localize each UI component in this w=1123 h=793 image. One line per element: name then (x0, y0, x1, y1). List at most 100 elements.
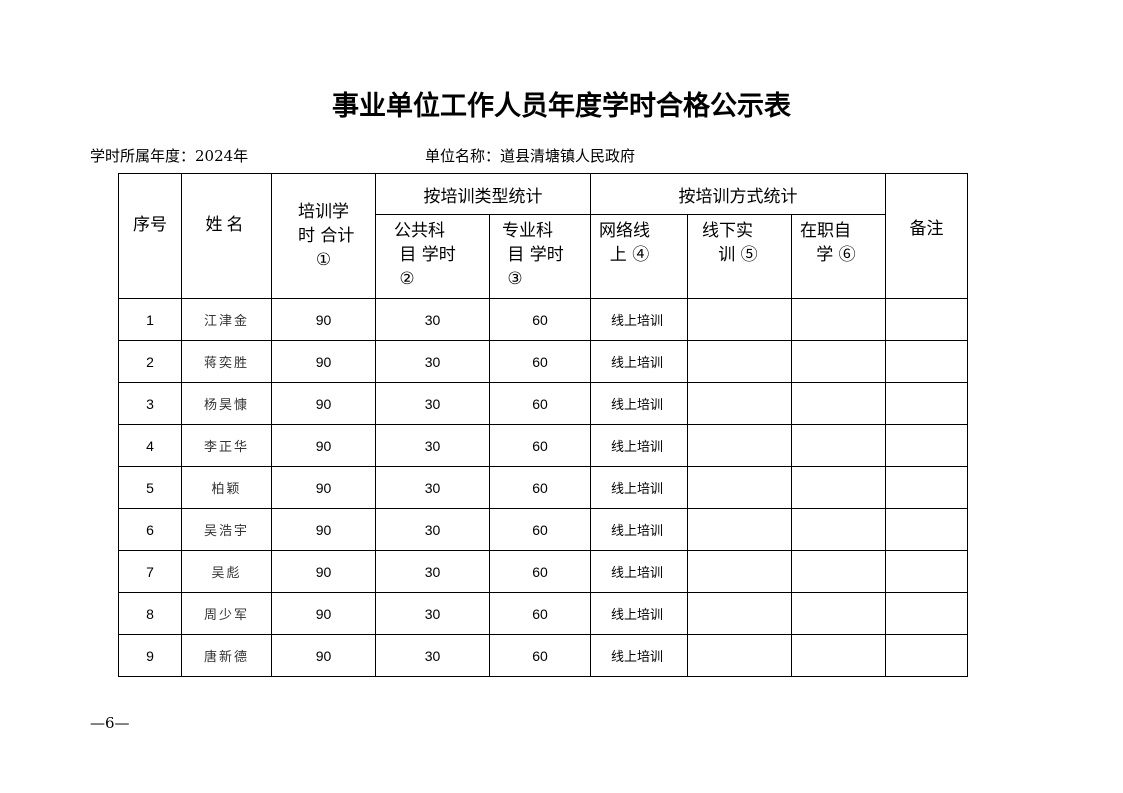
cell-seq: 7 (118, 550, 182, 593)
cell-self-study (791, 382, 886, 425)
cell-offline (687, 508, 792, 551)
cell-professional: 60 (489, 382, 591, 425)
cell-name: 蒋奕胜 (181, 340, 272, 383)
header-self-study: 在职自 学 ⑥ (791, 214, 886, 299)
cell-self-study (791, 508, 886, 551)
cell-public: 30 (375, 382, 490, 425)
cell-professional: 60 (489, 466, 591, 509)
table-row: 5 柏颖 90 30 60 线上培训 (118, 466, 968, 509)
cell-offline (687, 340, 792, 383)
cell-total: 90 (271, 634, 376, 677)
cell-total: 90 (271, 508, 376, 551)
cell-public: 30 (375, 298, 490, 341)
cell-professional: 60 (489, 634, 591, 677)
cell-remarks (885, 466, 968, 509)
table-row: 1 江津金 90 30 60 线上培训 (118, 298, 968, 341)
cell-seq: 9 (118, 634, 182, 677)
cell-self-study (791, 550, 886, 593)
cell-name: 周少军 (181, 592, 272, 635)
cell-public: 30 (375, 466, 490, 509)
table-row: 2 蒋奕胜 90 30 60 线上培训 (118, 340, 968, 383)
cell-offline (687, 550, 792, 593)
year-label: 学时所属年度：2024年 (90, 147, 249, 165)
cell-remarks (885, 340, 968, 383)
cell-total: 90 (271, 466, 376, 509)
table-row: 7 吴彪 90 30 60 线上培训 (118, 550, 968, 593)
cell-mode: 线上培训 (590, 466, 688, 509)
header-offline: 线下实 训 ⑤ (687, 214, 792, 299)
cell-name: 吴彪 (181, 550, 272, 593)
table-row: 9 唐新德 90 30 60 线上培训 (118, 634, 968, 677)
qualification-table: 序号 姓名 培训学 时 合计 ① 按培训类型统计 按培训方式统计 备注 公共科 目… (118, 173, 968, 677)
header-by-type: 按培训类型统计 (375, 173, 591, 215)
page-title: 事业单位工作人员年度学时合格公示表 (332, 91, 791, 122)
header-online: 网络线 上 ④ (590, 214, 688, 299)
cell-name: 柏颖 (181, 466, 272, 509)
cell-seq: 8 (118, 592, 182, 635)
cell-self-study (791, 340, 886, 383)
cell-total: 90 (271, 550, 376, 593)
header-seq: 序号 (118, 173, 182, 299)
cell-remarks (885, 508, 968, 551)
cell-seq: 4 (118, 424, 182, 467)
cell-public: 30 (375, 550, 490, 593)
cell-total: 90 (271, 424, 376, 467)
cell-professional: 60 (489, 508, 591, 551)
cell-mode: 线上培训 (590, 550, 688, 593)
cell-remarks (885, 550, 968, 593)
cell-public: 30 (375, 592, 490, 635)
cell-seq: 3 (118, 382, 182, 425)
cell-remarks (885, 382, 968, 425)
cell-public: 30 (375, 508, 490, 551)
header-by-mode: 按培训方式统计 (590, 173, 886, 215)
cell-self-study (791, 634, 886, 677)
cell-public: 30 (375, 340, 490, 383)
cell-offline (687, 298, 792, 341)
cell-professional: 60 (489, 592, 591, 635)
cell-name: 吴浩宇 (181, 508, 272, 551)
cell-remarks (885, 298, 968, 341)
table-row: 4 李正华 90 30 60 线上培训 (118, 424, 968, 467)
cell-total: 90 (271, 382, 376, 425)
cell-seq: 6 (118, 508, 182, 551)
cell-self-study (791, 592, 886, 635)
cell-professional: 60 (489, 550, 591, 593)
cell-mode: 线上培训 (590, 508, 688, 551)
cell-name: 李正华 (181, 424, 272, 467)
cell-mode: 线上培训 (590, 592, 688, 635)
table-row: 8 周少军 90 30 60 线上培训 (118, 592, 968, 635)
header-professional: 专业科 目 学时 ③ (489, 214, 591, 299)
cell-remarks (885, 424, 968, 467)
cell-seq: 2 (118, 340, 182, 383)
cell-offline (687, 634, 792, 677)
cell-total: 90 (271, 592, 376, 635)
header-public: 公共科 目 学时 ② (375, 214, 490, 299)
cell-professional: 60 (489, 298, 591, 341)
cell-offline (687, 382, 792, 425)
cell-seq: 5 (118, 466, 182, 509)
table-row: 3 杨昊慷 90 30 60 线上培训 (118, 382, 968, 425)
cell-professional: 60 (489, 424, 591, 467)
cell-public: 30 (375, 634, 490, 677)
cell-mode: 线上培训 (590, 340, 688, 383)
unit-label: 单位名称：道县清塘镇人民政府 (425, 147, 636, 165)
header-remarks: 备注 (885, 173, 968, 299)
cell-self-study (791, 424, 886, 467)
cell-mode: 线上培训 (590, 634, 688, 677)
cell-remarks (885, 592, 968, 635)
cell-mode: 线上培训 (590, 298, 688, 341)
cell-remarks (885, 634, 968, 677)
cell-professional: 60 (489, 340, 591, 383)
cell-offline (687, 466, 792, 509)
header-name: 姓名 (181, 173, 272, 299)
page-number: —6— (90, 714, 130, 732)
cell-name: 江津金 (181, 298, 272, 341)
cell-seq: 1 (118, 298, 182, 341)
cell-self-study (791, 298, 886, 341)
cell-self-study (791, 466, 886, 509)
cell-name: 唐新德 (181, 634, 272, 677)
cell-total: 90 (271, 340, 376, 383)
cell-offline (687, 592, 792, 635)
cell-offline (687, 424, 792, 467)
cell-public: 30 (375, 424, 490, 467)
